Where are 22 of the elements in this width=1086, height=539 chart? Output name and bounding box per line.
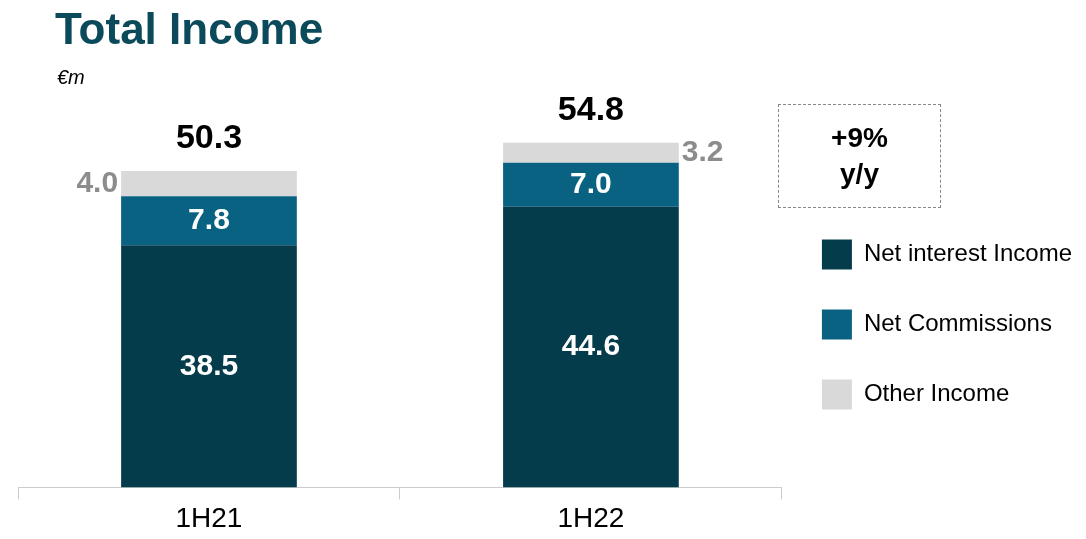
- data-label: 7.0: [570, 166, 612, 200]
- legend-label: Other Income: [863, 379, 1010, 407]
- bar: [503, 206, 679, 488]
- data-label: 38.5: [179, 347, 239, 381]
- text: €m: [57, 66, 85, 89]
- bar: [121, 196, 297, 246]
- data-label: 4.0: [76, 164, 119, 198]
- legend-label: Net Commissions: [863, 309, 1052, 337]
- data-label: 44.6: [561, 328, 621, 362]
- data-label: 7.8: [188, 201, 230, 235]
- x-tick-label: 1H21: [175, 501, 243, 533]
- bar: [121, 171, 297, 197]
- total-label: 54.8: [557, 89, 625, 128]
- bar: [503, 162, 679, 207]
- legend-label: Net interest Income: [863, 239, 1072, 267]
- bar: [503, 142, 679, 163]
- data-label: 3.2: [681, 134, 724, 168]
- text: +9% y/y: [830, 120, 889, 191]
- bar: [121, 245, 297, 488]
- total-label: 50.3: [175, 117, 243, 156]
- chart-title: Total Income: [55, 4, 324, 54]
- x-tick-label: 1H22: [557, 501, 625, 533]
